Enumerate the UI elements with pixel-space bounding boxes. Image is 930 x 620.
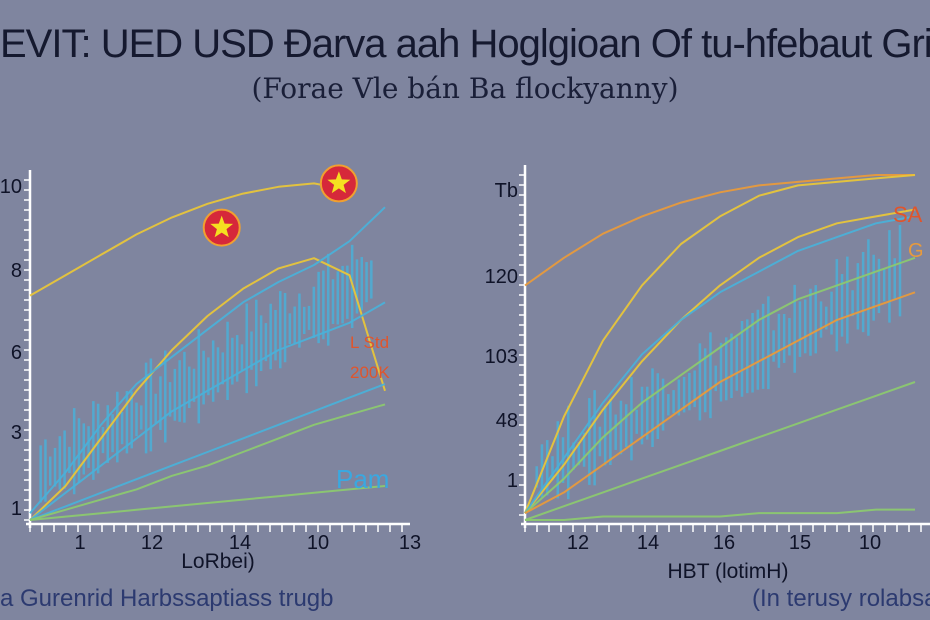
- x-tick-label: 10: [307, 532, 329, 554]
- star-marker: [202, 208, 241, 247]
- y-tick-label: 48: [496, 410, 518, 432]
- chart-annotation: Pam: [336, 464, 389, 494]
- chart-title: EVIT: UED USD Đarva aah Hoglgioan Of tu-…: [0, 22, 930, 66]
- series-line-5: [29, 383, 386, 521]
- star-marker: [319, 164, 358, 203]
- chart-subtitle: (Forae Vle bán Ba flockyanny): [251, 72, 679, 105]
- y-tick-label: 10: [0, 176, 22, 198]
- y-tick-label: 1: [11, 498, 22, 520]
- series-line-5: [524, 256, 916, 514]
- x-tick-label: 13: [399, 532, 421, 554]
- series-line-8: [525, 508, 915, 521]
- series-line-4: [524, 215, 916, 514]
- x-axis-label: HBT (lotimH): [668, 560, 789, 583]
- chart-annotation: SA: [893, 202, 923, 227]
- footer-caption-left: a Gurenrid Harbssaptiass trugb: [0, 585, 334, 612]
- chart-annotation: G: [908, 240, 924, 262]
- series-line-6: [524, 291, 916, 514]
- y-tick-label: 6: [11, 342, 22, 364]
- x-tick-label: 12: [141, 532, 163, 554]
- series-line-2: [524, 174, 916, 514]
- x-axis-label: LoRbei): [181, 550, 255, 573]
- x-tick-label: 15: [789, 532, 811, 554]
- series-line-7: [524, 381, 916, 521]
- footer-caption-right: (In terusy rolabsal: [752, 585, 930, 612]
- series-line-3: [29, 206, 386, 514]
- x-tick-label: 16: [713, 532, 735, 554]
- series-line-1: [524, 174, 915, 287]
- star-icon: [210, 215, 234, 238]
- y-tick-label: 103: [485, 346, 518, 368]
- series-line-2: [29, 257, 386, 521]
- series-line-7: [29, 485, 386, 521]
- y-tick-label: 1: [507, 470, 518, 492]
- chart-annotation: L Std: [350, 333, 389, 352]
- y-tick-label: 8: [11, 260, 22, 282]
- x-tick-label: 14: [229, 532, 251, 554]
- series-line-3: [524, 208, 916, 514]
- y-tick-label: 3: [11, 422, 22, 444]
- x-tick-label: 14: [637, 532, 659, 554]
- series-line-1: [29, 182, 332, 297]
- x-tick-label: 10: [859, 532, 881, 554]
- x-tick-label: 12: [567, 532, 589, 554]
- x-tick-label: 1: [74, 532, 85, 554]
- series-line-6: [29, 403, 386, 521]
- y-tick-label: Tb: [495, 180, 518, 202]
- chart-annotation: 200K: [350, 363, 390, 382]
- star-icon: [327, 171, 351, 194]
- series-line-4: [29, 301, 386, 521]
- y-tick-label: 120: [485, 266, 518, 288]
